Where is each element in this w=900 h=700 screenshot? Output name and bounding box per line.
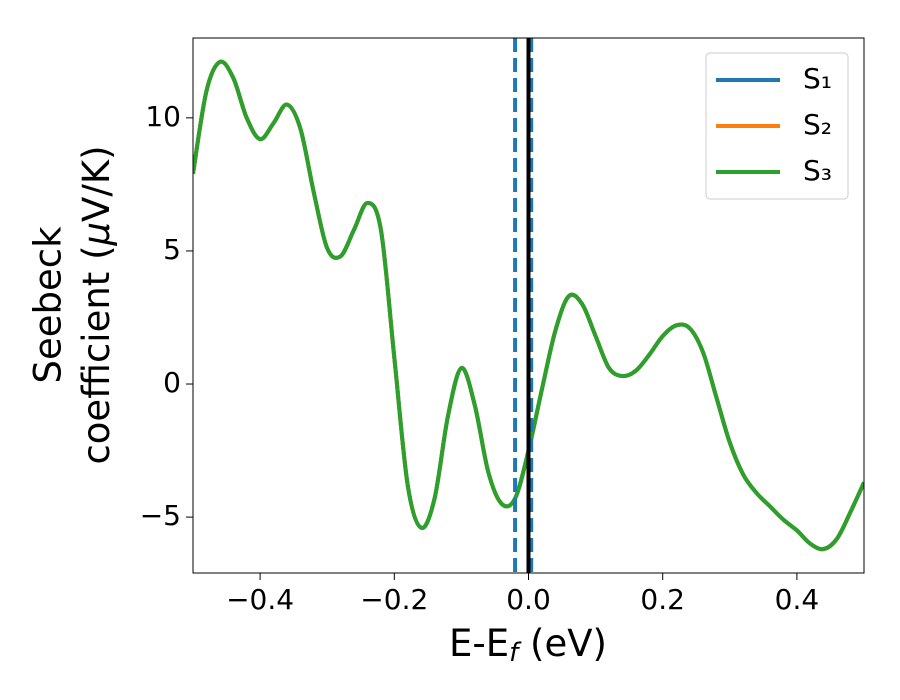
legend-label: S₃ xyxy=(803,154,832,187)
series-line xyxy=(193,59,864,552)
y-tick-label: −5 xyxy=(140,499,181,532)
y-label-part: μ xyxy=(75,222,118,247)
plot-area xyxy=(193,38,864,573)
y-label-line: coefficient (μV/K) xyxy=(75,145,118,464)
legend-label: S₂ xyxy=(803,108,832,141)
y-tick-label: 0 xyxy=(163,366,181,399)
x-tick-label: −0.2 xyxy=(360,583,428,616)
x-tick-label: 0.2 xyxy=(640,583,685,616)
y-axis-label: Seebeck coefficient (μV/K) xyxy=(27,145,118,464)
y-label-part: V/K) xyxy=(75,145,118,221)
x-tick-label: −0.4 xyxy=(226,583,294,616)
y-label-line: Seebeck xyxy=(27,226,70,384)
plot-frame xyxy=(192,37,865,574)
y-tick-label: 5 xyxy=(163,233,181,266)
legend-label: S₁ xyxy=(803,62,832,95)
legend: S₁ S₂ S₃ xyxy=(705,52,849,200)
x-label-part: E-E xyxy=(449,622,509,665)
y-label-part: coefficient ( xyxy=(75,245,118,464)
x-tick-label: 0.0 xyxy=(506,583,551,616)
x-tick-label: 0.4 xyxy=(775,583,820,616)
y-tick-label: 10 xyxy=(145,100,181,133)
x-axis-label: E-Ef (eV) xyxy=(449,622,607,668)
x-label-part: (eV) xyxy=(518,622,607,665)
